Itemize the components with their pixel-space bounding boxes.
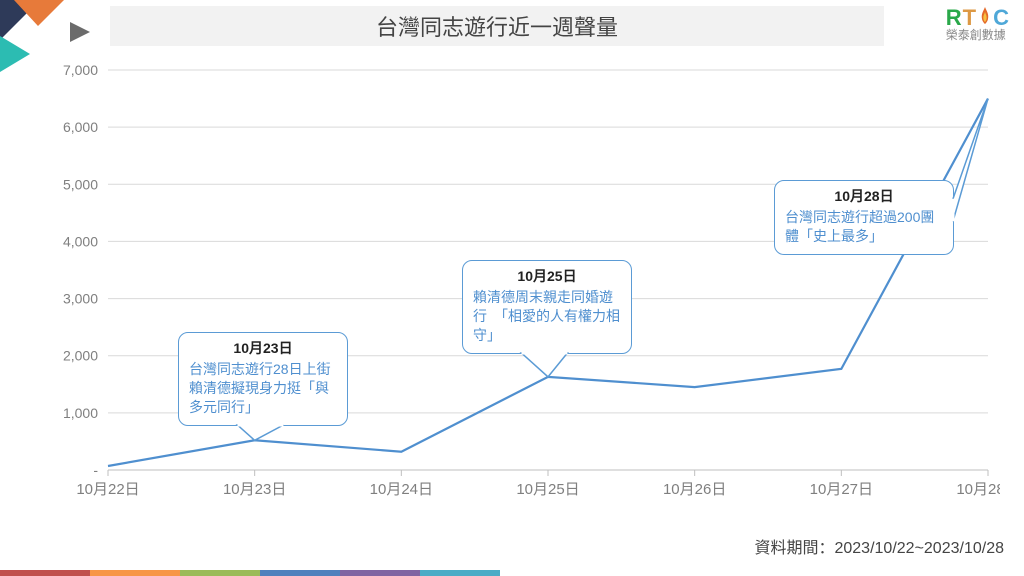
- callout-body: 台灣同志遊行超過200團體「史上最多」: [785, 208, 943, 246]
- stripe: [340, 570, 420, 576]
- svg-text:5,000: 5,000: [63, 176, 98, 192]
- svg-text:4,000: 4,000: [63, 233, 98, 249]
- svg-text:-: -: [93, 462, 98, 478]
- callout-date: 10月23日: [189, 339, 337, 358]
- logo-letter-r: R: [946, 5, 963, 30]
- logo-subtext: 榮泰創數據: [946, 29, 1010, 42]
- svg-text:6,000: 6,000: [63, 119, 98, 135]
- stripe: [420, 570, 500, 576]
- svg-text:1,000: 1,000: [63, 405, 98, 421]
- stripe: [260, 570, 340, 576]
- date-range-label: 資料期間：2023/10/22~2023/10/28: [754, 534, 1004, 558]
- callout-date: 10月28日: [785, 187, 943, 206]
- svg-text:10月24日: 10月24日: [370, 481, 433, 498]
- stripe: [90, 570, 180, 576]
- page-title: 台灣同志遊行近一週聲量: [376, 10, 618, 42]
- svg-text:10月22日: 10月22日: [76, 481, 139, 498]
- deco-triangle-navy: [0, 0, 40, 40]
- logo-letter-c: C: [993, 5, 1010, 30]
- svg-text:10月23日: 10月23日: [223, 481, 286, 498]
- logo-letter-t: T: [963, 5, 977, 30]
- stripe: [180, 570, 260, 576]
- stripe: [0, 570, 90, 576]
- svg-text:2,000: 2,000: [63, 348, 98, 364]
- flame-icon: [979, 6, 991, 24]
- svg-text:10月27日: 10月27日: [810, 481, 873, 498]
- svg-text:10月25日: 10月25日: [516, 481, 579, 498]
- callout-2: 10月28日台灣同志遊行超過200團體「史上最多」: [774, 180, 954, 255]
- callout-0: 10月23日台灣同志遊行28日上街 賴清德擬現身力挺「與多元同行」: [178, 332, 348, 426]
- svg-text:3,000: 3,000: [63, 291, 98, 307]
- deco-triangle-teal: [0, 36, 30, 72]
- brand-logo: RTC 榮泰創數據: [946, 6, 1010, 42]
- svg-text:10月26日: 10月26日: [663, 481, 726, 498]
- svg-text:10月28日: 10月28日: [956, 481, 1000, 498]
- volume-line-chart: - 1,000 2,000 3,000 4,000 5,000 6,000 7,000 10月2…: [30, 60, 1000, 520]
- deco-triangle-orange: [14, 0, 64, 26]
- svg-text:7,000: 7,000: [63, 62, 98, 78]
- deco-triangle-play: [70, 22, 90, 42]
- callout-date: 10月25日: [473, 267, 621, 286]
- title-bar: 台灣同志遊行近一週聲量: [110, 6, 884, 46]
- slide: 台灣同志遊行近一週聲量 RTC 榮泰創數據 - 1,000 2,000 3,000 4,…: [0, 0, 1024, 576]
- callout-body: 台灣同志遊行28日上街 賴清德擬現身力挺「與多元同行」: [189, 360, 337, 417]
- callout-1: 10月25日賴清德周末親走同婚遊行 「相愛的人有權力相守」: [462, 260, 632, 354]
- footer-stripes: [0, 570, 520, 576]
- callout-body: 賴清德周末親走同婚遊行 「相愛的人有權力相守」: [473, 288, 621, 345]
